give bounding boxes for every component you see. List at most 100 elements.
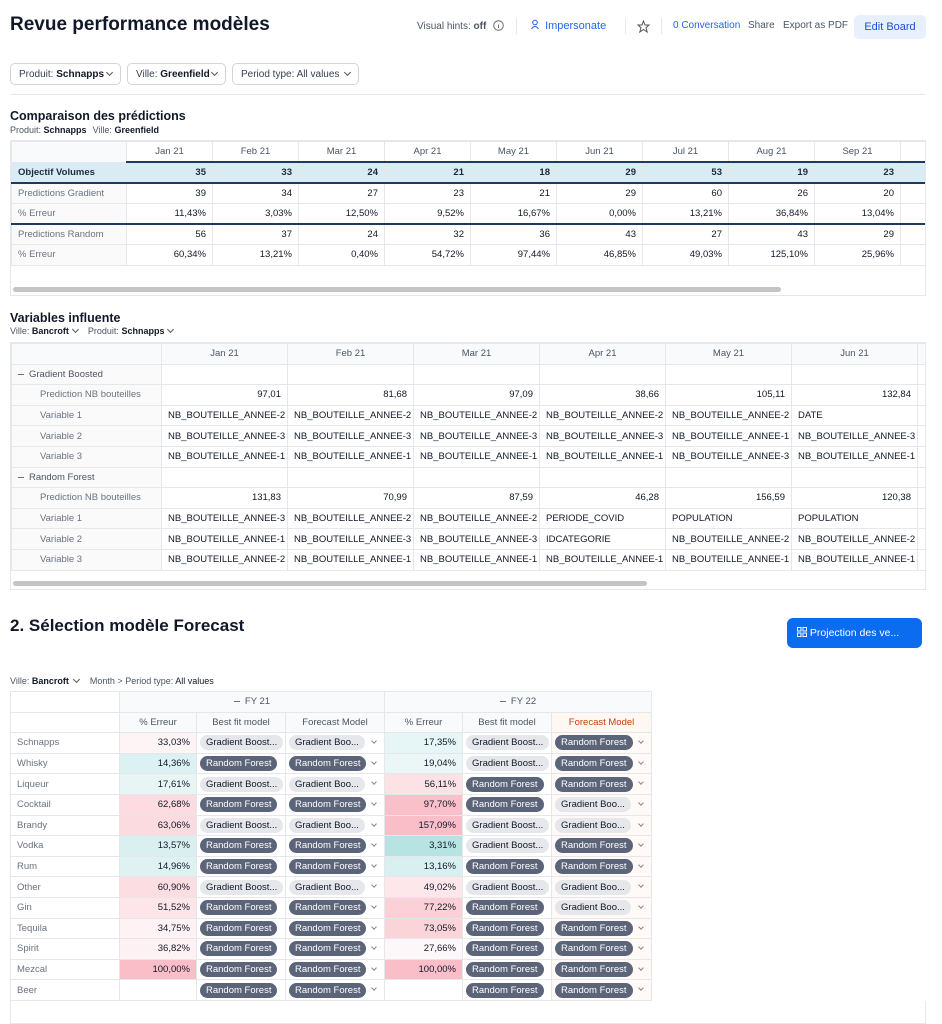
cell: NB_BOUTEILLE_ANNEE-2 [665, 404, 792, 427]
forecast-model-cell: Random Forest [551, 958, 652, 981]
column-header: Jun 21 [556, 141, 643, 164]
impersonate-button[interactable]: Impersonate [531, 19, 606, 32]
forecast-model-cell: Gradient Boo... [284, 876, 386, 898]
cell: NB_BOUTEILLE_ANNEE-3 [413, 425, 540, 447]
model-pill: Random Forest [555, 982, 633, 998]
best-model-cell: Gradient Boost... [462, 814, 553, 837]
collapse-icon[interactable] [18, 476, 24, 478]
context-label: Ville: [92, 125, 112, 135]
row-label: Objectif Volumes [11, 161, 127, 184]
dropdown-chevron[interactable] [638, 758, 644, 765]
corner-cell [10, 711, 120, 734]
cell: 60,34% [126, 243, 213, 266]
error-cell: 17,61% [119, 773, 197, 795]
filter-pill[interactable]: Produit: Schnapps [10, 63, 121, 85]
row: Variable 3 NB_BOUTEILLE_ANNEE-2 NB_BOUTEIL… [11, 548, 925, 571]
dropdown-chevron[interactable] [371, 882, 377, 889]
collapse-icon[interactable] [18, 373, 24, 375]
dropdown-chevron[interactable] [371, 903, 377, 909]
model-pill: Random Forest [466, 920, 544, 936]
period-value[interactable]: All values [175, 676, 214, 686]
dropdown-chevron[interactable] [371, 820, 377, 827]
model-pill: Gradient Boost... [466, 879, 550, 895]
share-link[interactable]: Share [748, 20, 775, 31]
context-value[interactable]: Bancroft [31, 326, 69, 336]
row-label: Predictions Random [11, 223, 127, 245]
dropdown-chevron[interactable] [638, 820, 644, 827]
cell: 36,84% [728, 202, 815, 225]
cell: NB_BOUTEILLE_ANNEE-1 [791, 445, 918, 468]
error-cell: 60,90% [119, 876, 197, 898]
row-label: Variable 2 [11, 528, 162, 550]
model-pill: Random Forest [200, 962, 278, 978]
row-label: Mezcal [10, 958, 120, 981]
star-button[interactable] [637, 20, 650, 33]
projection-button[interactable]: Projection des ve... [787, 618, 922, 648]
dropdown-chevron[interactable] [371, 800, 377, 806]
dropdown-chevron[interactable] [638, 903, 644, 909]
row: Liqueur 17,61% Gradient Boost... Gradient B… [10, 773, 652, 795]
dropdown-chevron[interactable] [638, 800, 644, 806]
dropdown-chevron[interactable] [371, 861, 377, 868]
dropdown-chevron[interactable] [638, 738, 644, 745]
cell: NB_BOUTEILLE_ANNEE-3 [287, 528, 414, 550]
group-name: Random Forest [29, 471, 95, 483]
conversation-link[interactable]: 0 Conversation [673, 20, 741, 31]
export-link[interactable]: Export as PDF [783, 20, 849, 31]
visual-hints[interactable]: Visual hints: off [417, 20, 504, 32]
dropdown-chevron[interactable] [638, 861, 644, 868]
forecast-model-cell: Gradient Boo... [284, 814, 386, 837]
column-header: Forecast Model [284, 711, 386, 734]
filter-value[interactable]: Bancroft [31, 676, 69, 686]
collapse-icon[interactable] [233, 701, 240, 703]
row: Cocktail 62,68% Random Forest Random Forest… [10, 793, 652, 816]
best-model-cell: Gradient Boost... [462, 876, 553, 898]
forecast-model-cell: Random Forest [284, 896, 386, 919]
error-cell: 36,82% [119, 938, 197, 960]
error-cell: 77,22% [384, 896, 464, 919]
forecast-model-cell: Random Forest [284, 793, 386, 816]
dropdown-chevron[interactable] [371, 758, 377, 765]
filter-pill[interactable]: Ville: Greenfield [127, 63, 226, 85]
row-label: Variable 1 [11, 507, 162, 530]
dropdown-chevron[interactable] [371, 738, 377, 745]
cell: 56 [126, 223, 213, 245]
model-pill: Gradient Boo... [555, 817, 631, 833]
dropdown-chevron[interactable] [371, 923, 377, 930]
error-cell: 100,00% [384, 958, 464, 981]
dropdown-chevron[interactable] [638, 944, 644, 950]
dropdown-chevron[interactable] [638, 882, 644, 889]
cell: NB_BOUTEILLE_ANNEE-2 [287, 507, 414, 530]
dropdown-chevron[interactable] [638, 779, 644, 786]
cell: NB_BOUTEILLE_ANNEE-1 [791, 548, 918, 571]
row: Other 60,90% Gradient Boost... Gradient Boo… [10, 876, 652, 898]
column-header: Mar 21 [298, 141, 385, 164]
dropdown-chevron[interactable] [371, 841, 377, 847]
forecast-model-cell: Random Forest [284, 979, 386, 1001]
scrollbar [13, 581, 647, 586]
info-icon [493, 20, 504, 31]
cell: NB_BOUTEILLE_ANNEE-1 [161, 445, 288, 468]
filter-pill[interactable]: Period type: All values [232, 63, 359, 85]
dropdown-chevron[interactable] [371, 985, 377, 992]
dropdown-chevron[interactable] [638, 985, 644, 992]
best-model-cell: Gradient Boost... [196, 773, 286, 795]
row-label: Liqueur [10, 773, 120, 795]
collapse-icon[interactable] [499, 701, 506, 703]
context-value[interactable]: Schnapps [121, 326, 165, 336]
dropdown-chevron[interactable] [638, 841, 644, 847]
error-cell: 157,09% [384, 814, 464, 837]
dropdown-chevron[interactable] [371, 964, 377, 971]
empty-cell [917, 528, 925, 550]
error-cell: 51,52% [119, 896, 197, 919]
section-title: Comparaison des prédictions [10, 109, 186, 123]
column-header: May 21 [470, 141, 557, 164]
column-header: Apr 21 [539, 343, 666, 365]
dropdown-chevron[interactable] [638, 923, 644, 930]
dropdown-chevron[interactable] [638, 964, 644, 971]
cell: 46,28 [539, 487, 666, 509]
edit-board-button[interactable]: Edit Board [854, 15, 926, 39]
dropdown-chevron[interactable] [371, 779, 377, 786]
dropdown-chevron[interactable] [371, 944, 377, 950]
error-cell: 33,03% [119, 732, 197, 754]
